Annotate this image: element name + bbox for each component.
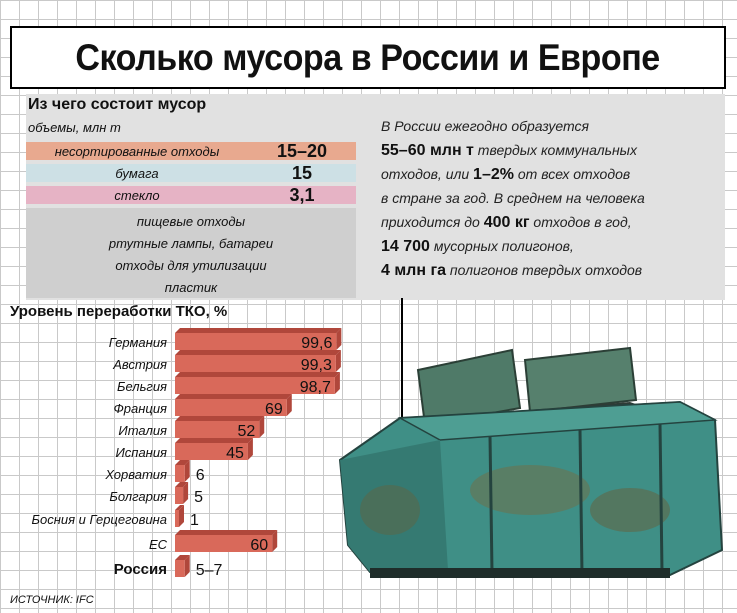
bar-category-label: Босния и Герцеговина bbox=[32, 512, 168, 527]
bar-side-face bbox=[179, 505, 184, 527]
bar-value-label: 5 bbox=[194, 489, 203, 506]
bar-side-face bbox=[184, 555, 190, 577]
bar-top-face bbox=[175, 372, 340, 377]
composition-row-value: 3,1 bbox=[289, 184, 315, 205]
bar-value-label: 60 bbox=[250, 537, 268, 554]
bar-value-label: 1 bbox=[190, 512, 199, 529]
info-panel: Из чего состоит мусор объемы, млн т несо… bbox=[26, 94, 725, 300]
bar-top-face bbox=[175, 350, 341, 355]
fact-text: полигонов твердых отходов bbox=[446, 262, 643, 278]
fact-line: 14 700 мусорных полигонов, bbox=[381, 238, 574, 256]
bar-side-face bbox=[259, 416, 265, 438]
source-note: ИСТОЧНИК: IFC bbox=[10, 594, 94, 606]
bar-category-label: Бельгия bbox=[117, 379, 167, 394]
bar bbox=[175, 399, 287, 416]
bar-category-label: Германия bbox=[109, 335, 167, 350]
bar-side-face bbox=[247, 438, 253, 460]
composition-row-value: 15–20 bbox=[276, 140, 328, 161]
fact-highlight: 14 700 bbox=[381, 238, 430, 255]
fact-highlight: 55–60 млн т bbox=[381, 142, 474, 159]
bar bbox=[175, 487, 184, 504]
bar-value-label: 98,7 bbox=[300, 379, 331, 396]
bar-value-label: 99,6 bbox=[301, 335, 332, 352]
bar bbox=[175, 421, 260, 438]
bar-top-face bbox=[175, 482, 189, 487]
fact-line: в стране за год. В среднем на человека bbox=[381, 190, 645, 206]
fact-text: отходов в год, bbox=[529, 214, 632, 230]
composition-section: Из чего состоит мусор объемы, млн т несо… bbox=[26, 94, 360, 300]
fact-text: В России ежегодно образуется bbox=[381, 118, 589, 134]
bar-value-label: 6 bbox=[196, 467, 205, 484]
composition-row: бумага 15 bbox=[26, 162, 356, 183]
fact-text: твердых коммунальных bbox=[473, 142, 637, 158]
bar-value-label: 45 bbox=[226, 445, 244, 462]
composition-row: стекло 3,1 bbox=[26, 184, 356, 205]
fact-highlight: 1–2% bbox=[473, 166, 514, 183]
bar-top-face bbox=[175, 530, 278, 535]
bar-category-label: Австрия bbox=[112, 357, 167, 372]
fact-highlight: 400 кг bbox=[483, 214, 530, 231]
bar-category-label: Франция bbox=[113, 401, 167, 416]
bar bbox=[175, 535, 273, 552]
other-waste-item: отходы для утилизации bbox=[115, 258, 267, 273]
title-box: Сколько мусора в России и Европе bbox=[10, 26, 726, 89]
bar-value-label: 99,3 bbox=[301, 357, 332, 374]
fact-text: от всех отходов bbox=[513, 166, 631, 182]
composition-row-label: несортированные отходы bbox=[54, 143, 220, 159]
bar-side-face bbox=[286, 394, 292, 416]
bar bbox=[175, 465, 185, 482]
bar-value-label: 52 bbox=[237, 423, 255, 440]
composition-unit-label: объемы, млн т bbox=[28, 120, 121, 135]
bar bbox=[175, 510, 179, 527]
bar bbox=[175, 333, 337, 350]
bar-category-label: ЕС bbox=[149, 537, 168, 552]
bar-top-face bbox=[175, 438, 253, 443]
fact-text: отходов, или bbox=[381, 166, 474, 182]
fact-line: 4 млн га полигонов твердых отходов bbox=[381, 262, 642, 280]
bar-value-label: 5–7 bbox=[196, 562, 223, 579]
bar-top-face bbox=[175, 505, 184, 510]
composition-row-label: стекло bbox=[114, 187, 160, 203]
bar-category-label: Болгария bbox=[109, 489, 167, 504]
bar bbox=[175, 377, 335, 394]
fact-line: В России ежегодно образуется bbox=[381, 118, 589, 134]
other-waste-item: пластик bbox=[164, 280, 218, 295]
bar-category-label: Хорватия bbox=[104, 467, 167, 482]
callout-pointer-line bbox=[401, 298, 403, 420]
fact-highlight: 4 млн га bbox=[381, 262, 447, 279]
chart-title: Уровень переработки ТКО, % bbox=[10, 303, 228, 320]
bar bbox=[175, 355, 336, 372]
other-waste-item: пищевые отходы bbox=[136, 214, 246, 229]
fact-line: приходится до 400 кг отходов в год, bbox=[381, 214, 632, 232]
bar-side-face bbox=[184, 460, 190, 482]
composition-row-value: 15 bbox=[291, 162, 313, 183]
bar-side-face bbox=[272, 530, 278, 552]
bar-top-face bbox=[175, 328, 342, 333]
bar-top-face bbox=[175, 555, 190, 560]
bar-top-face bbox=[175, 416, 265, 421]
bar-category-label: Италия bbox=[118, 423, 167, 438]
bar-category-label: Россия bbox=[114, 561, 167, 578]
bar-top-face bbox=[175, 460, 190, 465]
composition-row-label: бумага bbox=[115, 165, 159, 181]
bar bbox=[175, 443, 248, 460]
fact-text: приходится до bbox=[381, 214, 484, 230]
composition-heading: Из чего состоит мусор bbox=[28, 96, 207, 113]
fact-line: 55–60 млн т твердых коммунальных bbox=[381, 142, 637, 160]
page-title: Сколько мусора в России и Европе bbox=[75, 36, 661, 78]
bar-category-label: Испания bbox=[115, 445, 167, 460]
other-waste-item: ртутные лампы, батареи bbox=[108, 236, 274, 251]
dumpster-illustration bbox=[338, 346, 724, 578]
bar-value-label: 69 bbox=[265, 401, 283, 418]
fact-text: мусорных полигонов, bbox=[429, 238, 574, 254]
composition-row: несортированные отходы 15–20 bbox=[26, 140, 356, 161]
fact-line: отходов, или 1–2% от всех отходов bbox=[381, 166, 630, 184]
bar bbox=[175, 560, 185, 577]
other-waste-list: пищевые отходы ртутные лампы, батареи от… bbox=[26, 208, 356, 298]
bar-side-face bbox=[183, 482, 189, 504]
bar-top-face bbox=[175, 394, 292, 399]
fact-text: в стране за год. В среднем на человека bbox=[381, 190, 645, 206]
